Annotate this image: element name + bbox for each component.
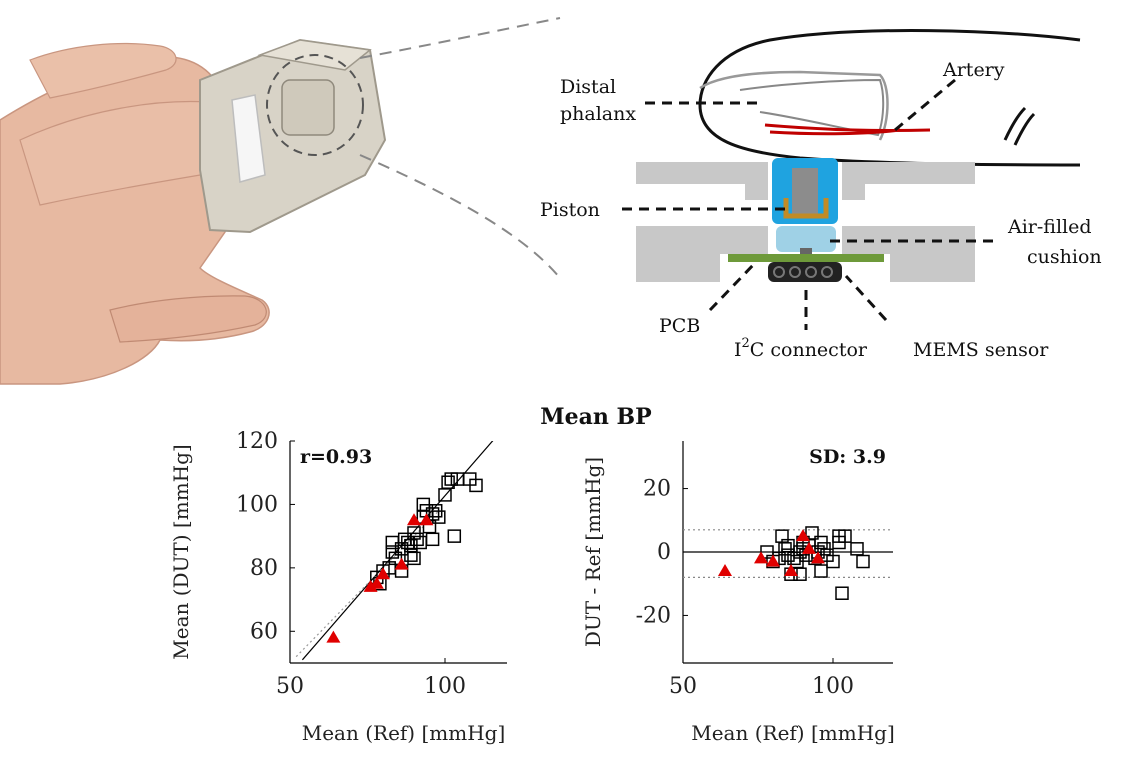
data-point-triangle [407, 513, 421, 526]
plot-area [683, 526, 893, 600]
data-point-square [469, 478, 483, 493]
data-point-square [447, 529, 462, 543]
data-point-triangle [802, 541, 816, 554]
finger-cross-section-diagram: Distal phalanx Artery Piston Air-filled … [540, 29, 1102, 361]
pcb-board [728, 254, 884, 262]
data-point-triangle [784, 564, 798, 577]
figure-title: Mean BP [540, 404, 651, 430]
data-point-square [835, 586, 849, 600]
y-tick-label: 120 [236, 429, 278, 454]
zoom-circle [266, 54, 364, 156]
x-tick-label: 100 [424, 674, 466, 699]
correlation-chart: 50 100 60 80 100 120 Mean (Ref) [mmHg] Mean (DU… [169, 429, 507, 745]
y-tick-label: 20 [643, 477, 671, 502]
label-i2c: I2C connector [734, 336, 868, 361]
artery-icon [764, 123, 931, 136]
data-point-triangle [796, 529, 810, 542]
label-mems: MEMS sensor [913, 339, 1049, 361]
mems-chip [800, 248, 812, 254]
data-point-triangle [376, 567, 390, 580]
air-cushion [776, 226, 836, 252]
zoom-line-bottom [359, 154, 561, 279]
data-point-square [425, 532, 440, 547]
chart-annotation: r=0.93 [300, 446, 372, 468]
label-air-cushion-2: cushion [1027, 246, 1102, 268]
fit-line-1 [295, 510, 440, 658]
y-tick-label: 60 [250, 619, 278, 644]
hand-device-photo [0, 38, 387, 385]
thumb-shape [109, 295, 267, 343]
leader-lines [622, 78, 1000, 330]
label-pcb: PCB [659, 315, 700, 337]
data-point-triangle [369, 576, 384, 589]
fingers-shape [29, 42, 177, 99]
data-point-triangle [326, 630, 341, 643]
plot-area [295, 441, 494, 661]
data-point-square [850, 542, 864, 556]
label-artery: Artery [942, 59, 1005, 81]
data-point-triangle [394, 557, 409, 570]
y-axis-label: DUT - Ref [mmHg] [581, 457, 605, 647]
data-point-square [805, 526, 819, 540]
y-tick-label: 100 [236, 492, 278, 517]
data-point-square [432, 510, 446, 524]
bland-altman-chart: 50 100 20 0 -20 Mean (Ref) [mmHg] DUT - Ref [m… [581, 441, 895, 745]
velcro-strap [231, 94, 266, 183]
y-tick-label: 0 [657, 540, 671, 565]
zoom-line-top [359, 17, 561, 59]
data-point-square [407, 551, 421, 566]
data-point-triangle [811, 551, 825, 564]
piston-cup [783, 198, 829, 219]
data-point-square [826, 554, 840, 569]
data-point-square [404, 548, 418, 562]
label-piston: Piston [540, 199, 600, 221]
connector-pins [768, 262, 842, 282]
data-point-square [814, 564, 828, 578]
data-point-triangle [419, 513, 434, 526]
data-point-triangle [766, 554, 780, 567]
housing-top-left-step [745, 162, 768, 200]
chart-annotation: SD: 3.9 [809, 446, 886, 468]
label-distal-1: Distal [560, 76, 616, 98]
data-point-square [856, 554, 870, 569]
data-point-triangle [718, 564, 732, 577]
x-tick-label: 100 [812, 674, 854, 699]
data-point-square [410, 532, 424, 547]
x-axis-label: Mean (Ref) [mmHg] [302, 721, 506, 745]
data-point-square [838, 529, 852, 543]
housing-top-right-step [842, 162, 865, 200]
y-tick-label: -20 [636, 603, 671, 628]
x-axis-label: Mean (Ref) [mmHg] [691, 721, 895, 745]
x-tick-label: 50 [669, 674, 697, 699]
data-point-triangle [363, 579, 378, 592]
housing-top-left [636, 162, 768, 184]
label-air-cushion-1: Air-filled [1007, 216, 1092, 238]
housing-top-right [842, 162, 975, 184]
piston-screw [792, 168, 818, 216]
data-point-square [441, 475, 455, 489]
device-body [199, 38, 387, 234]
y-tick-label: 80 [250, 556, 278, 581]
device-piston-block [281, 79, 335, 136]
nail-outline [699, 70, 889, 141]
x-tick-label: 50 [276, 674, 304, 699]
label-distal-2: phalanx [560, 103, 636, 125]
nail-marks [1003, 106, 1036, 146]
finger-outline [698, 29, 1081, 167]
data-point-triangle [754, 551, 768, 564]
bone-outline [739, 78, 885, 137]
y-axis-label: Mean (DUT) [mmHg] [169, 444, 193, 659]
